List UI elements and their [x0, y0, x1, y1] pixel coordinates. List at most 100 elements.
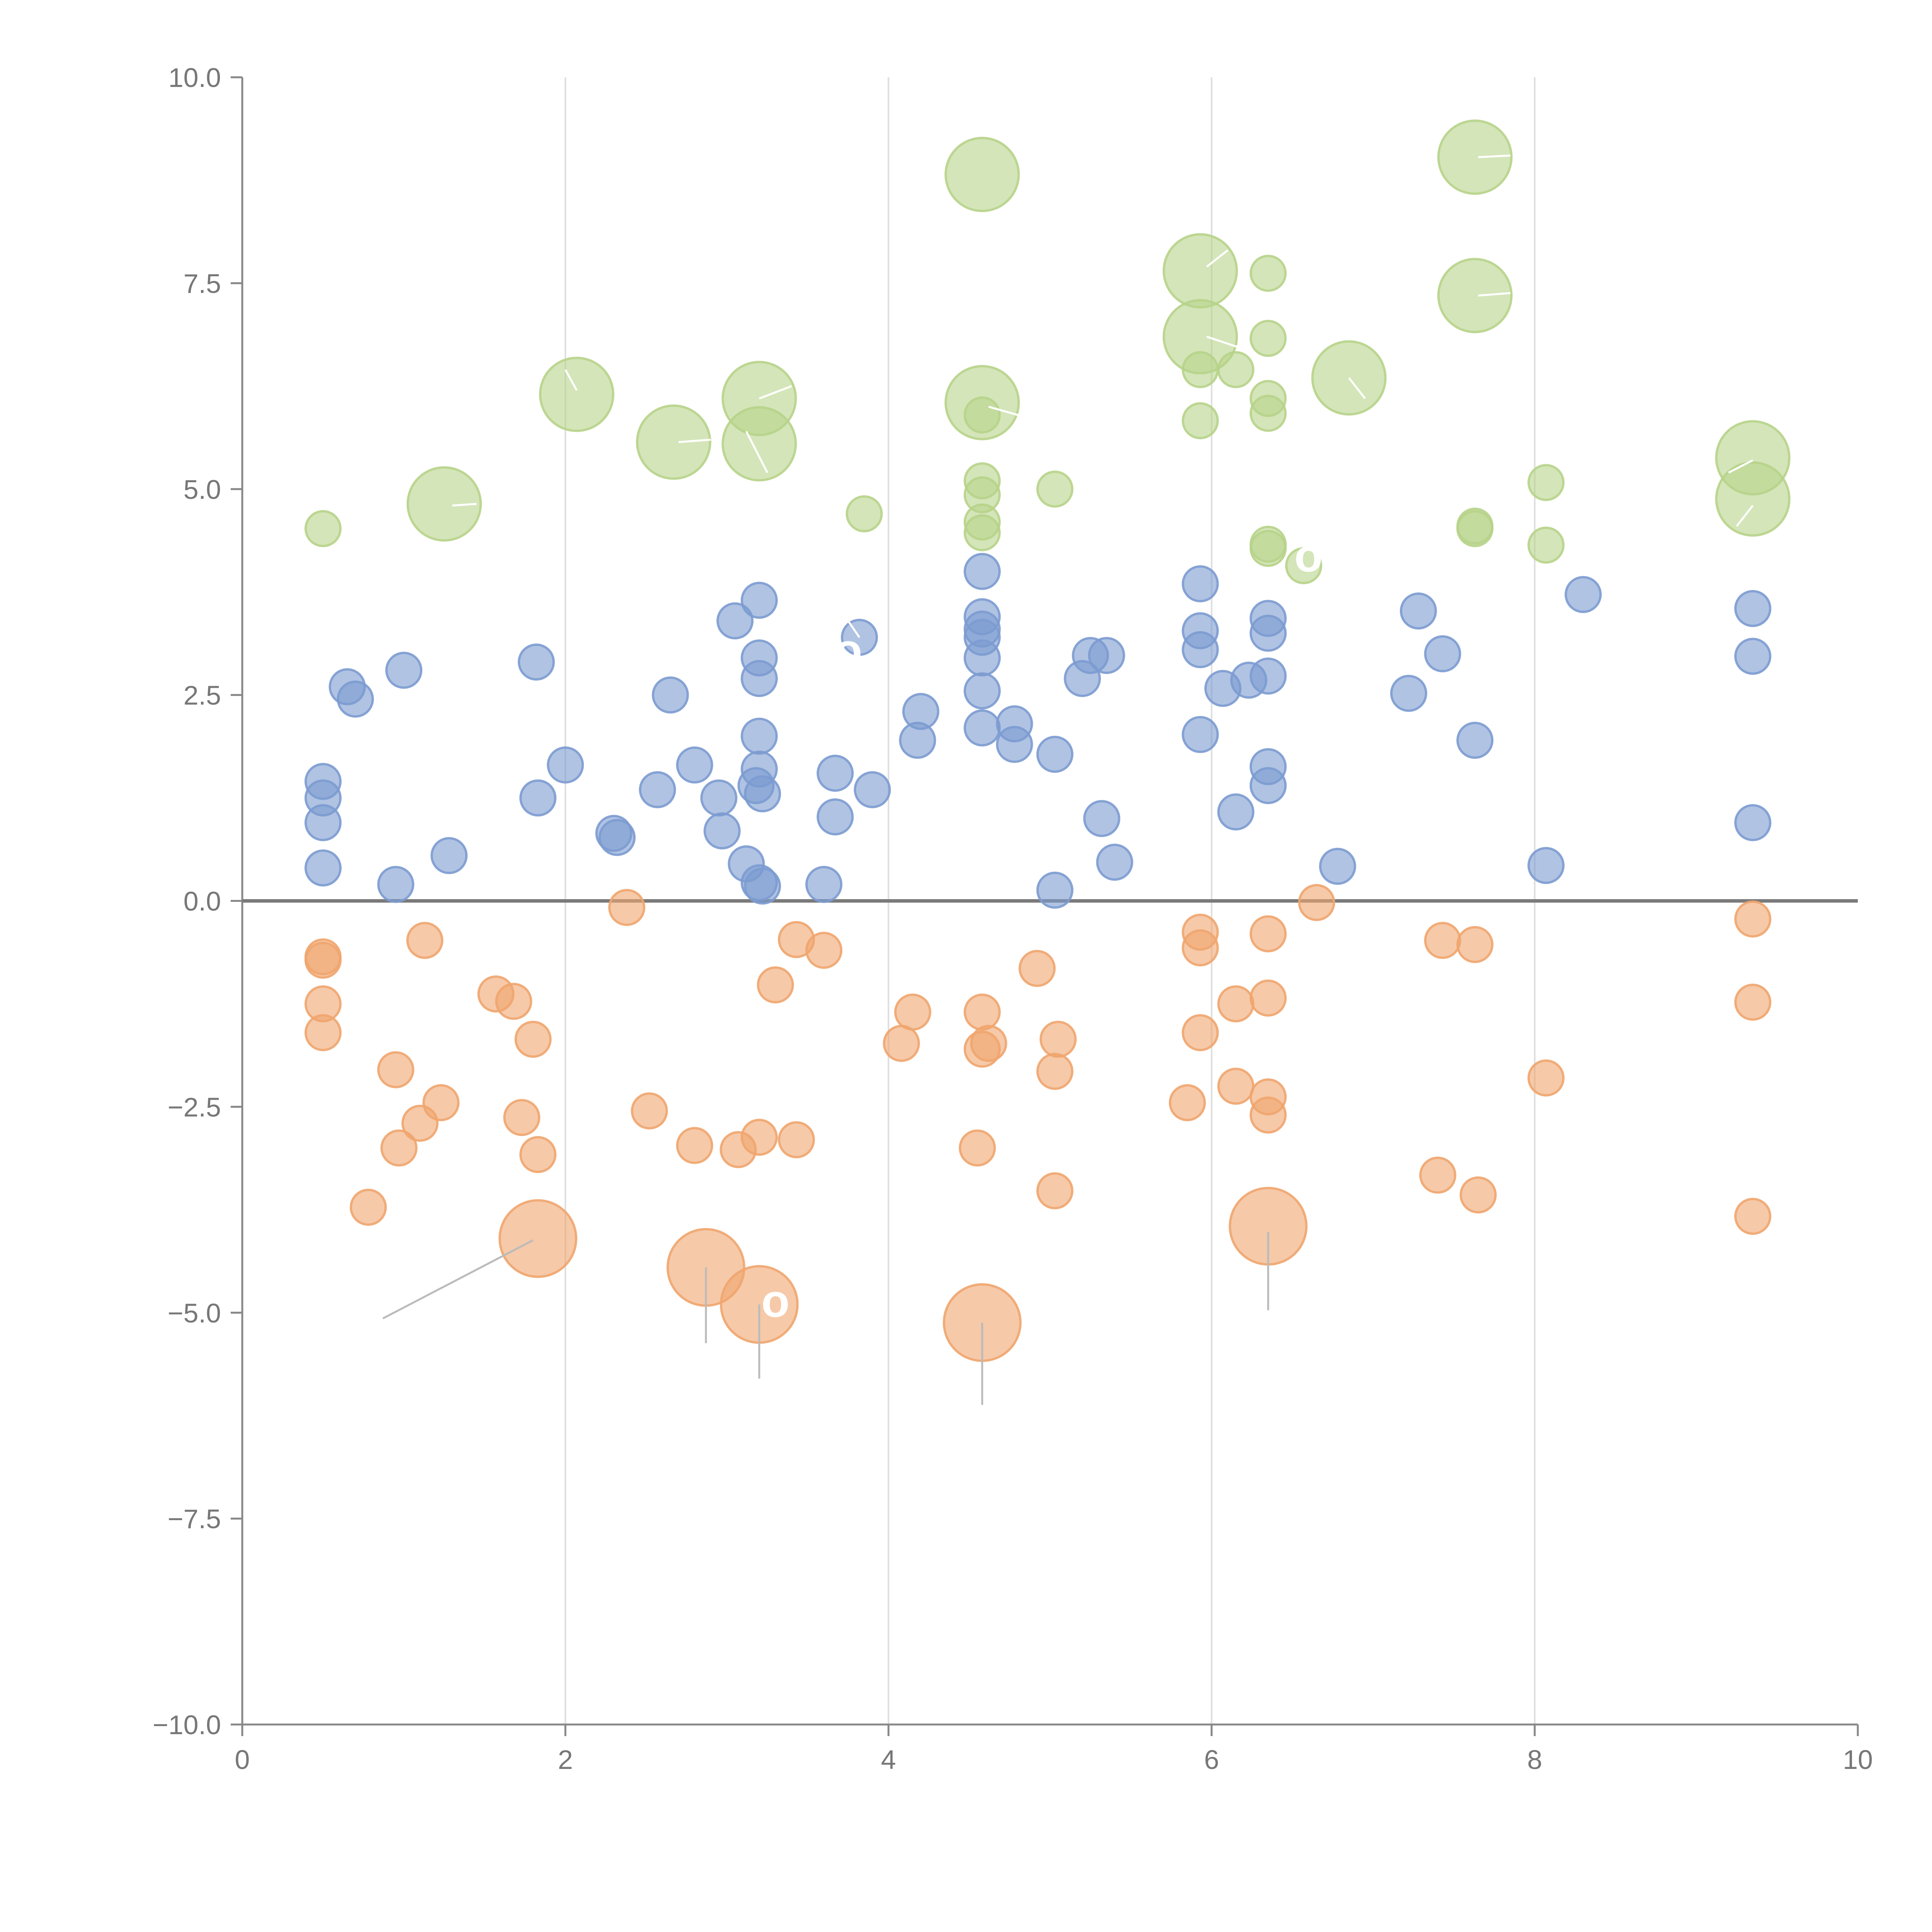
blue-bubble: [1036, 736, 1074, 773]
orange-bubble: [350, 1189, 387, 1226]
leader-line-overlay: [847, 620, 861, 638]
blue-bubble: [963, 639, 1001, 677]
blue-bubble: [1319, 847, 1356, 885]
bubble-layer: [304, 119, 1791, 1362]
blue-bubble: [744, 867, 781, 905]
green-bubble: [1527, 526, 1565, 564]
blue-bubble: [1734, 590, 1772, 627]
green-bubble: [1285, 547, 1322, 584]
orange-bubble: [406, 922, 444, 959]
blue-bubble: [1249, 657, 1287, 695]
green-bubble: [636, 404, 711, 480]
blue-bubble: [963, 553, 1001, 590]
orange-bubble: [1168, 1084, 1206, 1121]
blue-bubble: [1734, 804, 1772, 842]
orange-bubble: [1249, 1096, 1287, 1134]
green-bubble: [1036, 470, 1074, 508]
green-bubble: [845, 495, 883, 532]
green-bubble: [1437, 119, 1513, 195]
annotation-label: o: [834, 624, 862, 676]
orange-bubble: [503, 1099, 541, 1136]
orange-bubble: [1182, 1014, 1219, 1051]
orange-bubble: [519, 1136, 557, 1173]
orange-bubble: [1734, 983, 1772, 1021]
leader-line-overlay: [678, 439, 711, 443]
orange-bubble: [1217, 985, 1255, 1022]
orange-bubble: [1527, 1059, 1565, 1097]
orange-bubble: [1039, 1020, 1077, 1058]
x-tick-label: 8: [1527, 1745, 1542, 1775]
green-bubble: [1249, 255, 1287, 292]
orange-bubble: [1734, 1197, 1772, 1235]
blue-bubble: [1390, 675, 1427, 712]
orange-bubble: [422, 1084, 460, 1121]
blue-bubble: [547, 746, 584, 784]
orange-bubble: [894, 993, 932, 1031]
leader-line-overlay: [1478, 154, 1511, 158]
blue-bubble: [963, 672, 1001, 709]
orange-bubble: [883, 1025, 920, 1062]
leader-line: [382, 1239, 534, 1320]
orange-bubble: [495, 983, 532, 1020]
blue-bubble: [703, 812, 741, 850]
y-tick-label: 10.0: [168, 63, 221, 93]
orange-bubble: [514, 1020, 552, 1058]
blue-bubble: [996, 726, 1033, 763]
blue-bubble: [304, 849, 342, 887]
blue-bubble: [1217, 793, 1255, 831]
leader-line-overlay: [988, 406, 1018, 416]
x-tick-label: 4: [881, 1745, 896, 1775]
green-bubble: [1715, 461, 1791, 537]
orange-bubble: [959, 1129, 996, 1167]
leader-line-overlay: [1728, 459, 1753, 474]
leader-line-overlay: [1206, 336, 1245, 350]
blue-bubble: [1400, 592, 1437, 630]
blue-bubble: [1424, 635, 1461, 673]
blue-bubble: [1249, 614, 1287, 652]
blue-bubble: [304, 804, 342, 842]
blue-bubble: [1734, 638, 1772, 675]
blue-bubble: [337, 680, 374, 718]
green-bubble: [1182, 402, 1219, 439]
orange-bubble: [1182, 929, 1219, 966]
orange-bubble: [963, 993, 1001, 1031]
blue-bubble: [519, 779, 557, 817]
blue-bubble: [1182, 565, 1219, 602]
blue-bubble: [430, 837, 468, 874]
orange-bubble: [757, 966, 794, 1003]
green-bubble: [406, 466, 482, 542]
blue-bubble: [1088, 637, 1125, 674]
blue-bubble: [377, 866, 415, 903]
y-tick-label: 0.0: [184, 886, 221, 917]
orange-bubble: [740, 1119, 778, 1156]
annotation-layer: o o o: [382, 154, 1754, 1405]
leader-line-overlay: [1736, 505, 1754, 527]
orange-bubble: [631, 1092, 668, 1130]
leader-line-overlay: [565, 369, 578, 391]
y-tick-label: −10.0: [153, 1710, 221, 1740]
x-tick-label: 10: [1843, 1745, 1873, 1775]
x-tick-label: 6: [1204, 1745, 1219, 1775]
blue-bubble: [805, 866, 843, 903]
blue-bubble: [700, 779, 738, 817]
green-bubble: [1162, 299, 1238, 374]
green-bubble: [944, 365, 1020, 440]
orange-bubble: [1036, 1053, 1074, 1090]
green-bubble: [721, 406, 797, 482]
green-bubble: [944, 137, 1020, 213]
blue-bubble: [740, 660, 778, 697]
leader-line-overlay: [1478, 292, 1511, 297]
green-bubble: [1456, 510, 1494, 548]
blue-bubble: [1083, 800, 1121, 837]
blue-bubble: [676, 746, 713, 784]
green-bubble: [963, 514, 1001, 551]
x-tick-label: 0: [235, 1745, 250, 1775]
orange-bubble: [1019, 950, 1056, 987]
green-bubble: [304, 510, 342, 548]
axes-layer: 0 2 4 6 8 10 −10.0 −7.5 −5.0 −2.5 0.0 2.5 5.0 7.5 10.0: [153, 63, 1873, 1775]
blue-bubble: [902, 693, 940, 730]
y-tick-label: 2.5: [184, 680, 221, 711]
orange-bubble: [304, 941, 342, 979]
